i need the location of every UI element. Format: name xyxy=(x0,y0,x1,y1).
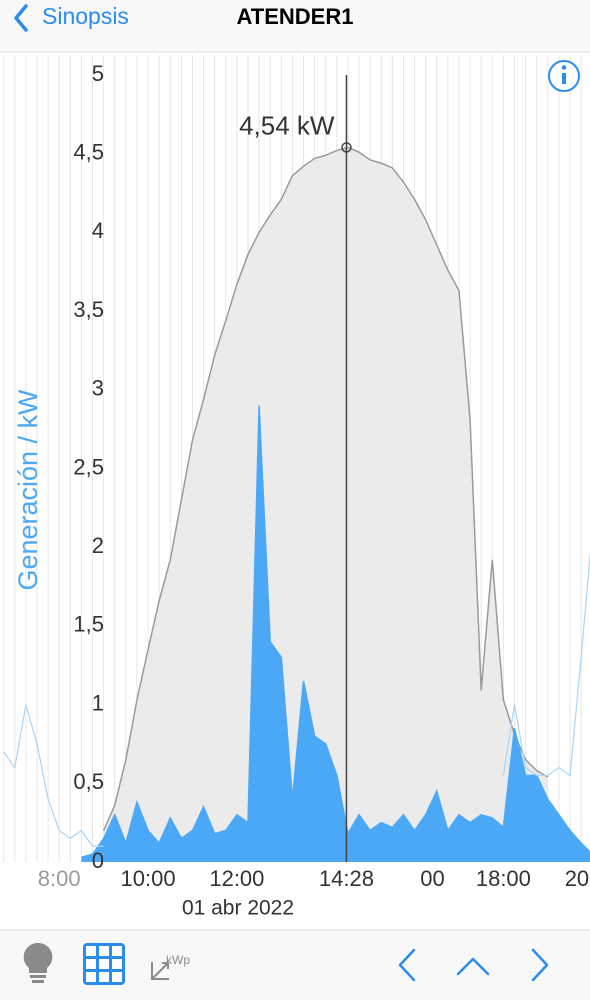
info-dot[interactable] xyxy=(561,65,567,70)
bulb-icon[interactable] xyxy=(23,942,53,973)
area-line xyxy=(81,405,590,858)
info-button[interactable] xyxy=(548,60,580,92)
series-line xyxy=(3,704,104,847)
area-fill xyxy=(103,147,548,863)
up-button[interactable] xyxy=(456,957,490,976)
y-tick-label: 0 xyxy=(92,848,104,873)
bulb-base[interactable] xyxy=(32,980,44,983)
series-line xyxy=(502,549,590,777)
y-tick-label: 1 xyxy=(92,690,104,715)
x-tick-label: 00 xyxy=(420,866,444,891)
next-button[interactable] xyxy=(531,948,549,982)
y-tick-label: 4 xyxy=(92,218,104,243)
x-tick-label: 12:00 xyxy=(209,866,264,891)
cursor-x-background xyxy=(304,866,389,894)
nav-title: ATENDER1 xyxy=(237,4,354,29)
y-tick-label: 3 xyxy=(92,376,104,401)
x-tick-label: 18:00 xyxy=(476,866,531,891)
cursor-point xyxy=(341,142,352,153)
area-fill xyxy=(81,405,590,862)
info-stem[interactable] xyxy=(562,73,566,84)
back-button[interactable]: Sinopsis xyxy=(42,3,129,29)
back-arrow[interactable] xyxy=(14,4,28,32)
toolbar: kWp xyxy=(0,929,590,1000)
date-label: 01 abr 2022 xyxy=(182,897,294,920)
x-tick-label: 8:00 xyxy=(38,866,81,891)
cursor-x-label: 14:28 xyxy=(319,866,374,891)
kwp-label[interactable]: kWp xyxy=(166,953,190,967)
prev-button[interactable] xyxy=(398,948,416,982)
x-tick-label: 10:00 xyxy=(121,866,176,891)
bulb-base[interactable] xyxy=(30,975,46,978)
y-axis-label: Generación / kW xyxy=(13,389,43,591)
cursor-value-label: 4,54 kW xyxy=(239,110,335,140)
panel-button[interactable] xyxy=(83,943,125,985)
y-tick-label: 3,5 xyxy=(73,297,104,322)
area-line xyxy=(102,146,549,831)
kwp-button[interactable]: kWp xyxy=(151,953,190,980)
y-tick-label: 1,5 xyxy=(73,612,104,637)
x-tick-label: 20:00 xyxy=(565,866,590,891)
y-tick-label: 2 xyxy=(92,533,104,558)
y-tick-label: 2,5 xyxy=(73,454,104,479)
nav-bar: Sinopsis ATENDER1 xyxy=(0,0,590,53)
nav-background xyxy=(0,0,590,52)
bulb-button[interactable] xyxy=(23,942,53,983)
y-tick-label: 5 xyxy=(92,61,104,86)
panel-cells[interactable] xyxy=(86,946,122,982)
y-tick-label: 0,5 xyxy=(73,769,104,794)
y-tick-label: 4,5 xyxy=(73,140,104,165)
kwp-icon[interactable] xyxy=(151,962,169,980)
